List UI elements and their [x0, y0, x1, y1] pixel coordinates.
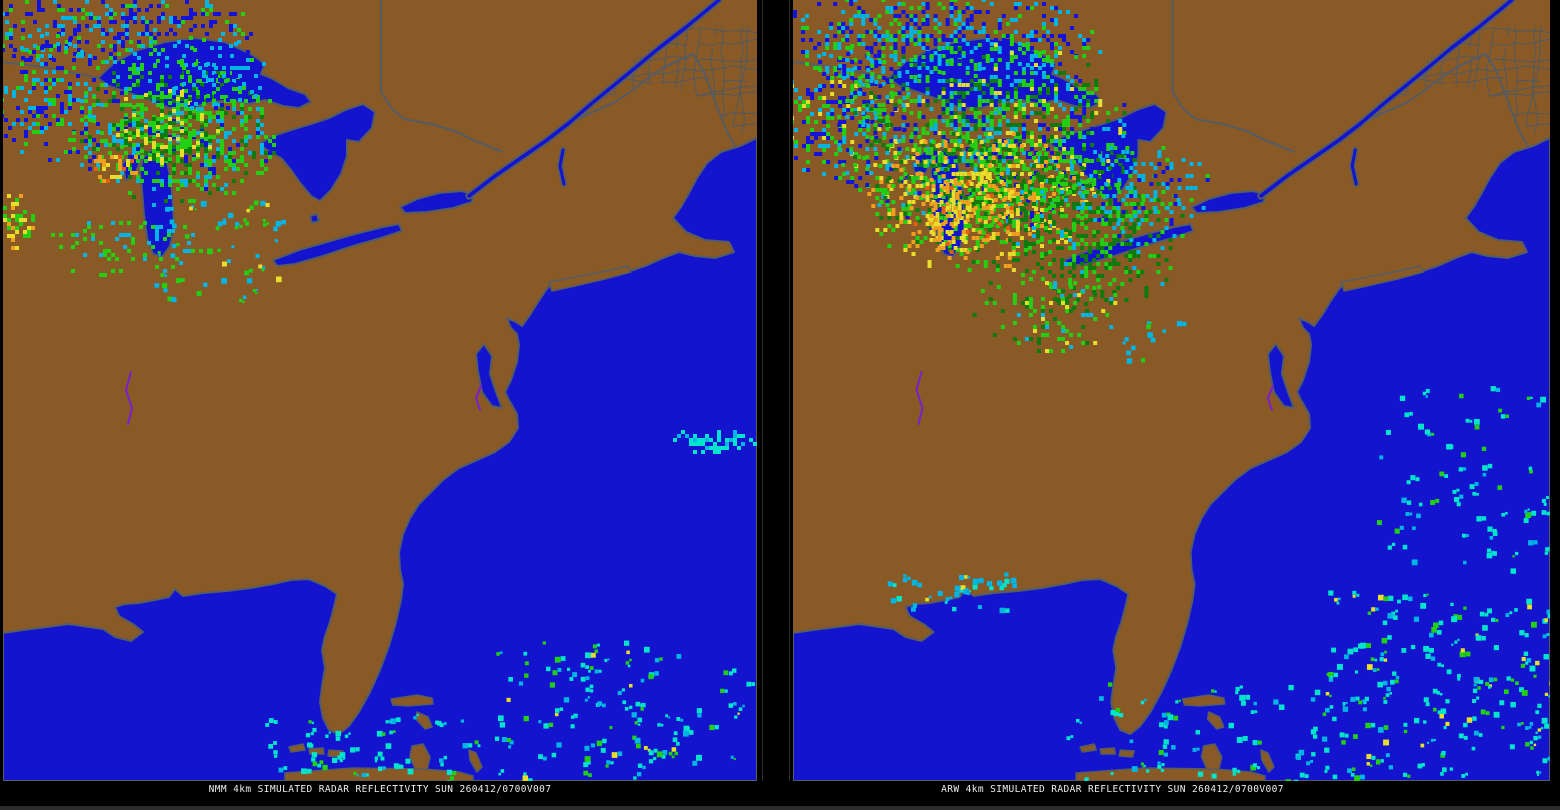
caption-arw: ARW 4km SIMULATED RADAR REFLECTIVITY SUN…: [941, 784, 1284, 795]
panel-divider-line: [789, 0, 790, 781]
radar-map-nmm-panel: [3, 0, 757, 781]
bottom-edge-strip: [0, 806, 1560, 810]
panel-divider-line: [762, 0, 763, 781]
radar-map-arw-panel: [793, 0, 1550, 781]
caption-bar: NMM 4km SIMULATED RADAR REFLECTIVITY SUN…: [0, 781, 1560, 806]
caption-nmm: NMM 4km SIMULATED RADAR REFLECTIVITY SUN…: [208, 784, 552, 795]
